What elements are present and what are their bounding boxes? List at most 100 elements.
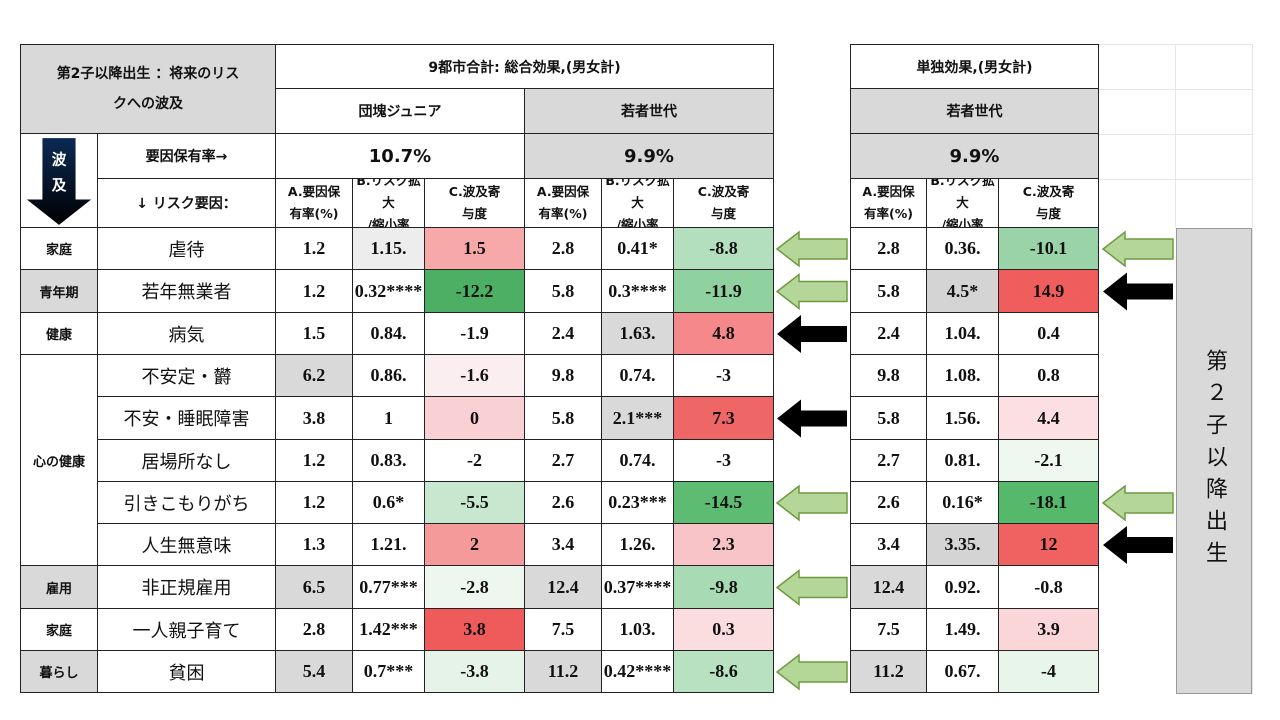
colhead-g3-c-line2: 与度 — [1035, 206, 1061, 221]
risk-item: 不安・睡眠障害 — [98, 397, 276, 440]
side-label-text: 第２子以降出生 — [1202, 349, 1227, 573]
value-cell: 7.5 — [525, 609, 602, 651]
risk-item: 居場所なし — [98, 440, 276, 482]
category-label: 青年期 — [20, 270, 98, 313]
colhead-g3-a-line2: 有率(%) — [864, 206, 913, 221]
risk-item: 虐待 — [98, 228, 276, 270]
colhead-g2-b-line2: /縮小率 — [616, 217, 659, 228]
value-cell: 0.37**** — [602, 566, 674, 609]
value-cell: 5.8 — [850, 397, 927, 440]
value-cell: 1.2 — [276, 482, 353, 524]
value-cell: 5.8 — [850, 270, 927, 313]
value-cell: 1.2 — [276, 228, 353, 270]
colhead-g3-b-line1: B.リスク拡大 — [930, 179, 995, 210]
down-arrow-icon: 波及 — [26, 137, 92, 225]
colhead-g1-c: C.波及寄与度 — [425, 179, 525, 228]
value-cell: 0.6* — [353, 482, 425, 524]
green-left-arrow-icon — [1101, 484, 1174, 522]
category-label: 家庭 — [20, 609, 98, 651]
value-cell: 0.74. — [602, 355, 674, 397]
risk-item: 病気 — [98, 313, 276, 355]
title-line1: 第2子以降出生 ：将来のリス — [56, 66, 240, 82]
colhead-g2-a-line2: 有率(%) — [538, 206, 588, 221]
colhead-g1-c-line1: C.波及寄 — [448, 184, 501, 199]
risk-item: 非正規雇用 — [98, 566, 276, 609]
colhead-g1-c-line2: 与度 — [461, 206, 487, 221]
gridline — [1098, 179, 1252, 180]
value-cell: 1.26. — [602, 524, 674, 566]
green-left-arrow-icon — [775, 230, 848, 268]
value-cell: 1.15. — [353, 228, 425, 270]
value-cell: 2.8 — [525, 228, 602, 270]
value-cell: -18.1 — [999, 482, 1099, 524]
gen1-label: 団塊ジュニア — [276, 89, 525, 134]
value-cell: 9.8 — [525, 355, 602, 397]
prevalence-gen1: 10.7% — [276, 134, 525, 179]
value-cell: -9.8 — [674, 566, 774, 609]
title-line2: クへの波及 — [113, 96, 183, 112]
value-cell: 7.3 — [674, 397, 774, 440]
value-cell: -2.8 — [425, 566, 525, 609]
value-cell: 1.63. — [602, 313, 674, 355]
value-cell: 3.8 — [276, 397, 353, 440]
value-cell: -0.8 — [999, 566, 1099, 609]
value-cell: 2.7 — [525, 440, 602, 482]
group1-title: 9都市合計: 総合効果,(男女計) — [276, 44, 774, 89]
value-cell: -14.5 — [674, 482, 774, 524]
green-left-arrow-icon — [1101, 230, 1174, 268]
green-left-arrow-icon — [775, 272, 848, 311]
value-cell: 1.21. — [353, 524, 425, 566]
value-cell: -3.8 — [425, 651, 525, 693]
colhead-g3-c: C.波及寄 与度 — [999, 179, 1099, 228]
value-cell: -3 — [674, 440, 774, 482]
value-cell: 3.35. — [927, 524, 999, 566]
value-cell: 0.7*** — [353, 651, 425, 693]
value-cell: -1.6 — [425, 355, 525, 397]
category-label: 家庭 — [20, 228, 98, 270]
value-cell: -12.2 — [425, 270, 525, 313]
category-label: 健康 — [20, 313, 98, 355]
gen3-label: 若者世代 — [850, 89, 1099, 134]
gen2-label: 若者世代 — [525, 89, 774, 134]
value-cell: 0.74. — [602, 440, 674, 482]
value-cell: 0.77*** — [353, 566, 425, 609]
value-cell: 1.56. — [927, 397, 999, 440]
green-left-arrow-icon — [775, 653, 848, 691]
prevalence-label: 要因保有率→ — [98, 134, 276, 179]
title-cell: 第2子以降出生 ：将来のリス クへの波及 — [20, 44, 276, 134]
colhead-g1-a: A.要因保 有率(%) — [276, 179, 353, 228]
value-cell: 6.2 — [276, 355, 353, 397]
value-cell: 4.4 — [999, 397, 1099, 440]
value-cell: 3.9 — [999, 609, 1099, 651]
black-left-arrow-icon — [777, 399, 847, 438]
value-cell: -1.9 — [425, 313, 525, 355]
value-cell: 0.4 — [999, 313, 1099, 355]
value-cell: 1.03. — [602, 609, 674, 651]
value-cell: 2.4 — [850, 313, 927, 355]
value-cell: 0.86. — [353, 355, 425, 397]
risk-item: 不安定・欝 — [98, 355, 276, 397]
value-cell: 5.8 — [525, 270, 602, 313]
hamon-char1: 波 — [52, 150, 67, 168]
value-cell: 0.92. — [927, 566, 999, 609]
value-cell: 3.4 — [525, 524, 602, 566]
gridline — [1098, 134, 1252, 135]
value-cell: 1.3 — [276, 524, 353, 566]
value-cell: 2.1*** — [602, 397, 674, 440]
value-cell: 1.42*** — [353, 609, 425, 651]
colhead-g1-b: B.リスク拡大/縮小率 — [353, 179, 425, 228]
value-cell: 5.8 — [525, 397, 602, 440]
risk-item: 引きこもりがち — [98, 482, 276, 524]
colhead-g3-b: B.リスク拡大/縮小率 — [927, 179, 999, 228]
colhead-g2-c-line1: C.波及寄 — [697, 184, 750, 199]
value-cell: -10.1 — [999, 228, 1099, 270]
value-cell: 1.49. — [927, 609, 999, 651]
value-cell: 0.32**** — [353, 270, 425, 313]
value-cell: -11.9 — [674, 270, 774, 313]
value-cell: 2.8 — [276, 609, 353, 651]
prevalence-gen2: 9.9% — [525, 134, 774, 179]
value-cell: 2 — [425, 524, 525, 566]
value-cell: 3.8 — [425, 609, 525, 651]
colhead-g3-b-line2: /縮小率 — [941, 217, 984, 228]
gridline — [1098, 89, 1252, 90]
